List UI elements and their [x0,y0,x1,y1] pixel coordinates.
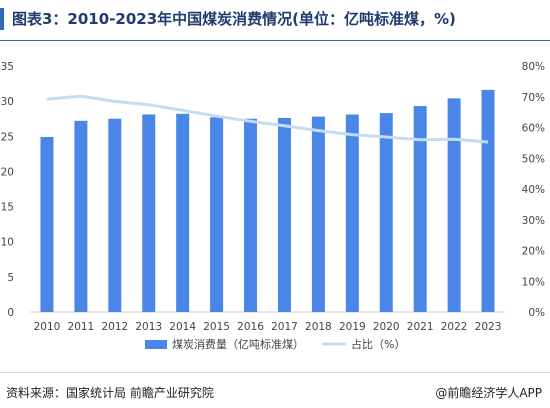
title-accent-bar [0,8,4,30]
x-tick-label: 2010 [34,321,61,333]
left-tick-label: 0 [7,307,14,319]
bar-series [40,89,495,313]
bar [244,118,258,312]
left-tick-label: 25 [1,131,14,143]
bar [413,106,427,312]
right-tick-label: 40% [522,184,545,196]
title-divider [0,40,550,41]
left-tick-label: 5 [7,272,14,284]
legend-bar-swatch [145,340,167,349]
x-tick-label: 2022 [441,321,468,333]
left-tick-label: 20 [1,166,14,178]
bar [277,118,291,312]
publisher-credit: @前瞻经济学人APP [435,386,542,400]
x-tick-label: 2011 [68,321,95,333]
bar [311,116,325,312]
bar [481,89,495,312]
left-tick-label: 10 [1,237,14,249]
coal-consumption-chart: 0 5 10 15 20 25 30 35 0% 10% 20% 30% 40% 50% 60% 70% 80… [1,61,545,351]
right-tick-label: 10% [522,276,545,288]
x-axis: 2010 2011 2012 2013 2014 2015 2016 2017 2018 2019… [34,321,502,333]
x-tick-label: 2017 [271,321,298,333]
right-tick-label: 30% [522,215,545,227]
left-tick-label: 15 [1,202,14,214]
x-tick-label: 2018 [305,321,332,333]
bar [176,113,190,313]
right-tick-label: 50% [522,153,545,165]
x-tick-label: 2012 [101,321,128,333]
legend-label: 占比（%） [351,337,405,351]
x-tick-label: 2023 [475,321,502,333]
right-axis: 0% 10% 20% 30% 40% 50% 60% 70% 80% [522,61,545,319]
bar [345,114,359,312]
bar [447,98,461,313]
x-tick-label: 2020 [373,321,400,333]
x-tick-label: 2019 [339,321,366,333]
right-tick-label: 0% [528,307,545,319]
bar [108,118,122,312]
x-tick-label: 2015 [203,321,230,333]
bar [74,120,88,312]
x-tick-label: 2021 [407,321,434,333]
footer: 资料来源：国家统计局 前瞻产业研究院 @前瞻经济学人APP [0,372,550,408]
bar [210,117,224,313]
legend-label: 煤炭消费量（亿吨标准煤） [172,337,304,351]
x-tick-label: 2014 [169,321,196,333]
left-tick-label: 30 [1,96,14,108]
legend: 煤炭消费量（亿吨标准煤） 占比（%） [145,337,405,351]
bar [379,113,393,312]
left-tick-label: 35 [1,61,14,73]
bar [142,114,156,312]
right-tick-label: 20% [522,246,545,258]
footer-divider [0,372,550,373]
title-bar: 图表3：2010-2023年中国煤炭消费情况(单位：亿吨标准煤，%) [0,0,550,44]
right-tick-label: 60% [522,123,545,135]
x-tick-label: 2013 [135,321,162,333]
bar [40,136,54,312]
share-line-series [46,94,489,144]
x-tick-label: 2016 [237,321,264,333]
chart-title: 图表3：2010-2023年中国煤炭消费情况(单位：亿吨标准煤，%) [12,10,456,28]
right-tick-label: 80% [522,61,545,73]
left-axis: 0 5 10 15 20 25 30 35 [1,61,14,319]
source-note: 资料来源：国家统计局 前瞻产业研究院 [6,386,214,400]
right-tick-label: 70% [522,92,545,104]
